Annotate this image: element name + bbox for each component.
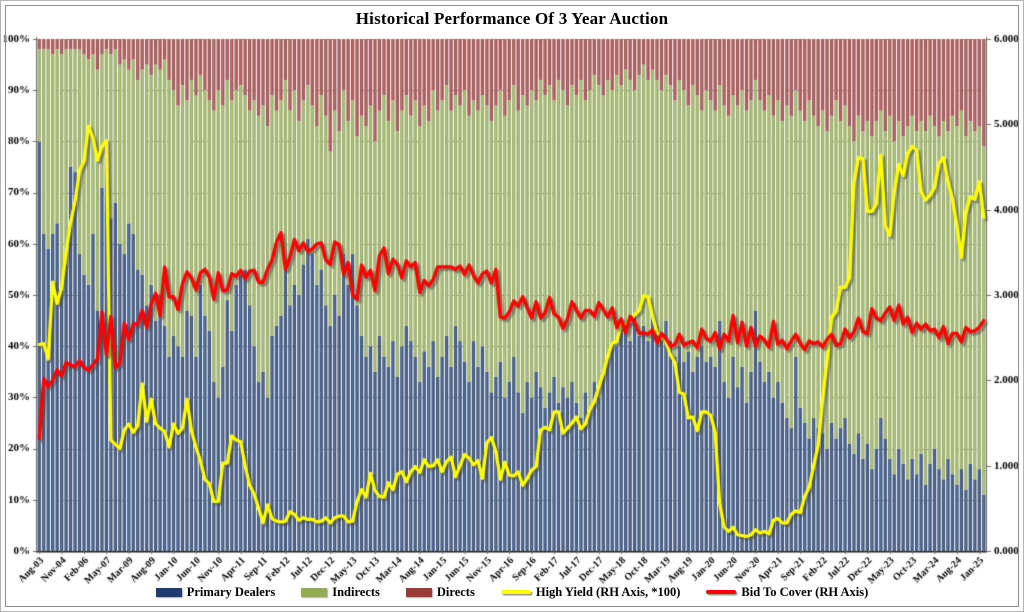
directs-swatch-icon: [405, 587, 432, 597]
bid-to-cover-line-swatch-icon: [706, 590, 737, 594]
primary-dealers-swatch-icon: [155, 587, 182, 597]
legend-label-high-yield: High Yield (RH Axis, *100): [535, 584, 681, 599]
legend-label-primary-dealers: Primary Dealers: [186, 584, 276, 599]
legend: Primary Dealers Indirects Directs High Y…: [1, 581, 1023, 603]
legend-item-indirects: Indirects: [301, 585, 380, 600]
high-yield-line-swatch-icon: [500, 590, 531, 594]
indirects-swatch-icon: [301, 587, 328, 597]
legend-item-directs: Directs: [405, 584, 475, 600]
legend-label-directs: Directs: [436, 584, 475, 599]
legend-label-indirects: Indirects: [332, 584, 380, 599]
legend-item-primary-dealers: Primary Dealers: [155, 584, 276, 600]
legend-label-bid-to-cover: Bid To Cover (RH Axis): [741, 584, 869, 599]
chart-title: Historical Performance Of 3 Year Auction: [355, 9, 669, 28]
legend-item-high-yield: High Yield (RH Axis, *100): [500, 584, 681, 600]
legend-item-bid-to-cover: Bid To Cover (RH Axis): [706, 585, 868, 600]
